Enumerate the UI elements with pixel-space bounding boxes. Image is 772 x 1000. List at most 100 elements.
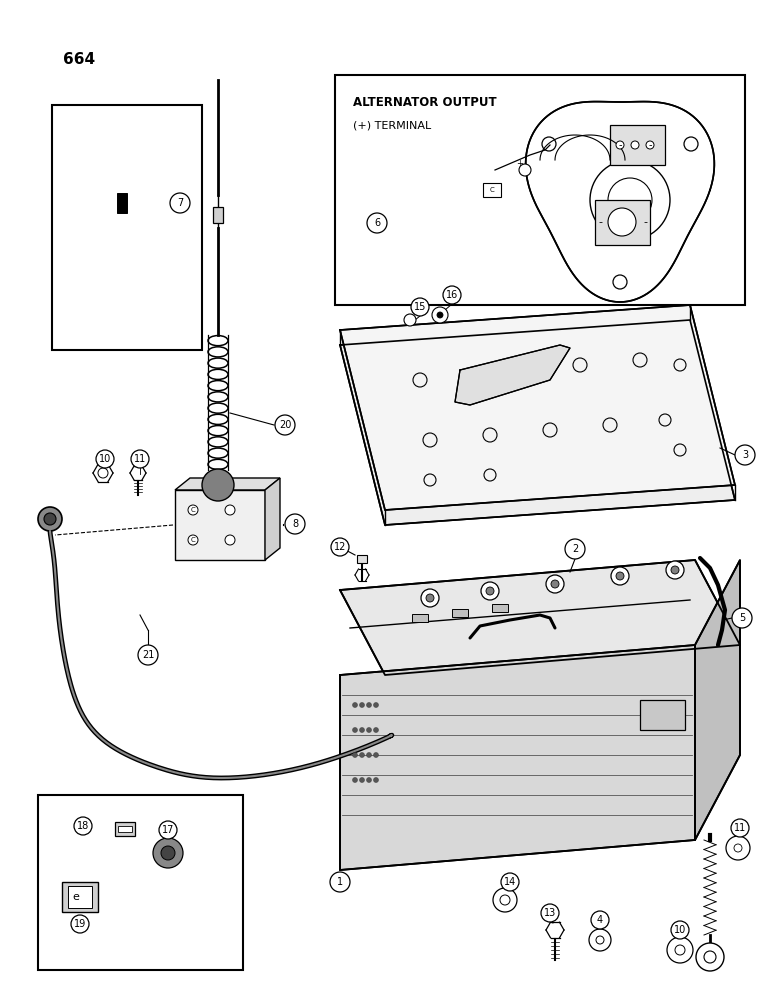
Circle shape: [285, 514, 305, 534]
Text: 8: 8: [292, 519, 298, 529]
Text: 16: 16: [446, 290, 458, 300]
Bar: [115, 822, 135, 836]
Bar: [412, 614, 428, 622]
Text: 664: 664: [63, 52, 95, 67]
Bar: [68, 886, 92, 908]
Circle shape: [188, 535, 198, 545]
Text: 7: 7: [177, 198, 183, 208]
Circle shape: [493, 888, 517, 912]
Text: -: -: [618, 140, 621, 150]
Text: 3: 3: [742, 450, 748, 460]
Circle shape: [646, 141, 654, 149]
Text: 20: 20: [279, 420, 291, 430]
Circle shape: [603, 418, 617, 432]
Text: -: -: [598, 217, 602, 227]
Polygon shape: [265, 478, 280, 560]
Text: e: e: [73, 892, 80, 902]
Circle shape: [541, 904, 559, 922]
Circle shape: [360, 728, 364, 732]
Circle shape: [38, 507, 62, 531]
Circle shape: [360, 702, 364, 708]
Circle shape: [573, 358, 587, 372]
Circle shape: [374, 778, 378, 782]
Circle shape: [153, 838, 183, 868]
Circle shape: [519, 164, 531, 176]
Circle shape: [423, 433, 437, 447]
Polygon shape: [175, 478, 280, 490]
Bar: [213, 207, 223, 223]
Circle shape: [404, 314, 416, 326]
Bar: [38, 795, 243, 970]
Circle shape: [353, 728, 357, 732]
Polygon shape: [340, 305, 735, 510]
Circle shape: [631, 141, 639, 149]
Circle shape: [367, 213, 387, 233]
Circle shape: [734, 844, 742, 852]
Circle shape: [633, 353, 647, 367]
Circle shape: [411, 298, 429, 316]
Bar: [610, 125, 665, 165]
Circle shape: [671, 921, 689, 939]
Text: 15: 15: [414, 302, 426, 312]
Circle shape: [225, 505, 235, 515]
Circle shape: [161, 846, 175, 860]
Text: 6: 6: [374, 218, 380, 228]
Text: TO DISTRIBUTOR: TO DISTRIBUTOR: [81, 331, 173, 341]
Polygon shape: [340, 320, 735, 525]
Circle shape: [360, 752, 364, 758]
Circle shape: [443, 286, 461, 304]
Circle shape: [590, 160, 670, 240]
Text: (+) TERMINAL: (+) TERMINAL: [353, 120, 432, 130]
Text: 18: 18: [77, 821, 89, 831]
Polygon shape: [175, 490, 265, 560]
Circle shape: [71, 915, 89, 933]
Circle shape: [96, 450, 114, 468]
Circle shape: [331, 538, 349, 556]
Bar: [357, 555, 367, 563]
Circle shape: [684, 137, 698, 151]
Circle shape: [374, 702, 378, 708]
Circle shape: [275, 415, 295, 435]
Bar: [52, 105, 202, 350]
Circle shape: [500, 895, 510, 905]
Circle shape: [463, 368, 477, 382]
Text: 4: 4: [597, 915, 603, 925]
Circle shape: [501, 873, 519, 891]
Circle shape: [543, 423, 557, 437]
Circle shape: [74, 817, 92, 835]
Bar: [452, 609, 468, 617]
Circle shape: [202, 469, 234, 501]
Circle shape: [188, 505, 198, 515]
Circle shape: [704, 951, 716, 963]
Circle shape: [735, 445, 755, 465]
Circle shape: [613, 275, 627, 289]
Bar: [483, 183, 501, 197]
Text: C: C: [191, 507, 195, 513]
Text: C: C: [489, 187, 494, 193]
Circle shape: [589, 929, 611, 951]
Circle shape: [483, 428, 497, 442]
Circle shape: [367, 728, 371, 732]
Circle shape: [659, 414, 671, 426]
Circle shape: [674, 359, 686, 371]
Text: 13: 13: [544, 908, 556, 918]
Circle shape: [374, 752, 378, 758]
Circle shape: [353, 752, 357, 758]
Circle shape: [225, 535, 235, 545]
Text: 10: 10: [99, 454, 111, 464]
Circle shape: [367, 702, 371, 708]
Circle shape: [596, 936, 604, 944]
Circle shape: [367, 752, 371, 758]
Circle shape: [732, 608, 752, 628]
Circle shape: [726, 836, 750, 860]
Circle shape: [731, 819, 749, 837]
Circle shape: [486, 587, 494, 595]
Circle shape: [591, 911, 609, 929]
Circle shape: [44, 513, 56, 525]
Circle shape: [696, 943, 724, 971]
Polygon shape: [340, 645, 695, 870]
Circle shape: [611, 567, 629, 585]
Bar: [595, 200, 650, 245]
Text: -: -: [648, 140, 652, 150]
Circle shape: [426, 594, 434, 602]
